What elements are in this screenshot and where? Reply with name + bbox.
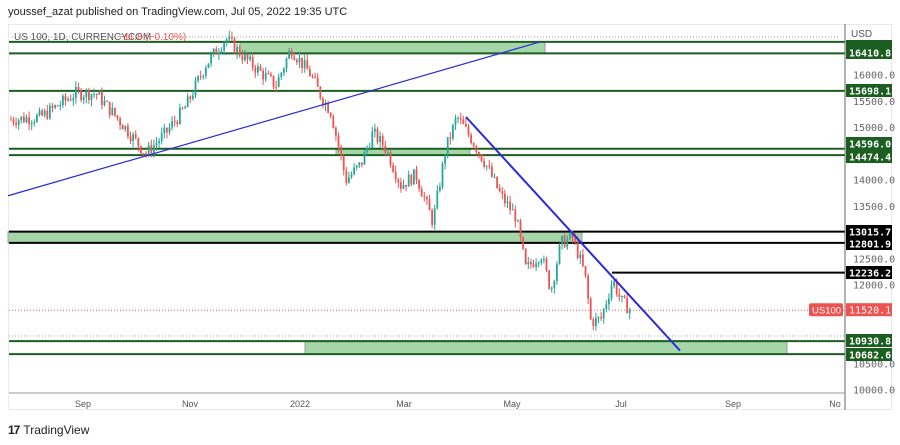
level-price-tag bbox=[846, 84, 892, 97]
svg-text:10930.8: 10930.8 bbox=[849, 337, 891, 348]
zone-rect[interactable] bbox=[7, 231, 583, 244]
x-tick: May bbox=[503, 399, 521, 409]
y-tick: 12000.0 bbox=[853, 281, 895, 292]
level-price-tag bbox=[846, 137, 892, 150]
svg-text:US100: US100 bbox=[812, 306, 841, 317]
symbol-tag bbox=[809, 303, 843, 317]
level-price-tag bbox=[846, 237, 892, 250]
time-axis: Sep Nov 2022 Mar May Jul Sep No bbox=[9, 392, 845, 409]
y-tick: 10000.0 bbox=[853, 386, 895, 397]
y-tick: 16000.0 bbox=[853, 71, 895, 82]
price-labels: 16410.8 15698.1 14596.0 14474.4 13015.712801… bbox=[809, 40, 892, 362]
svg-text:13015.7: 13015.7 bbox=[849, 228, 891, 239]
ascending-support-trendline[interactable] bbox=[7, 41, 541, 197]
x-tick: Nov bbox=[182, 399, 199, 409]
level-price-tag bbox=[846, 150, 892, 163]
level-price-tag bbox=[846, 334, 892, 347]
trendlines bbox=[7, 41, 681, 352]
zone-rect[interactable] bbox=[304, 340, 788, 355]
tradingview-logo-icon: 17 bbox=[8, 423, 20, 437]
svg-text:15698.1: 15698.1 bbox=[849, 87, 891, 98]
horizontal-levels bbox=[9, 40, 845, 356]
svg-text:12801.9: 12801.9 bbox=[849, 240, 891, 251]
x-tick: 2022 bbox=[290, 399, 310, 409]
footer-brand: 17 TradingView bbox=[8, 423, 89, 437]
x-tick: No bbox=[829, 399, 841, 409]
level-price-tag bbox=[846, 266, 892, 279]
y-tick: 15500.0 bbox=[853, 97, 895, 108]
y-tick: 13500.0 bbox=[853, 202, 895, 213]
price-axis: USD 10000.0 10500.0 12000.0 12500.0 13500.0 14… bbox=[844, 24, 895, 410]
svg-text:11520.1: 11520.1 bbox=[849, 306, 891, 317]
svg-text:14474.4: 14474.4 bbox=[849, 153, 891, 164]
descending-resistance-trendline[interactable] bbox=[465, 116, 681, 352]
svg-text:14596.0: 14596.0 bbox=[849, 140, 891, 151]
y-tick: 15000.0 bbox=[853, 123, 895, 134]
candlesticks bbox=[10, 30, 631, 331]
published-by-line: youssef_azat published on TradingView.co… bbox=[8, 6, 348, 18]
y-tick: 10500.0 bbox=[853, 359, 895, 370]
chart-frame bbox=[8, 24, 892, 410]
zone-rect[interactable] bbox=[239, 41, 546, 54]
x-tick: Jul bbox=[615, 399, 627, 409]
svg-text:12236.2: 12236.2 bbox=[849, 269, 891, 280]
level-price-tag bbox=[846, 46, 892, 59]
currency-label: USD bbox=[851, 29, 872, 40]
svg-text:10682.6: 10682.6 bbox=[849, 351, 891, 362]
y-tick: 14000.0 bbox=[853, 176, 895, 187]
level-price-tag bbox=[846, 225, 892, 238]
svg-text:16410.8: 16410.8 bbox=[849, 49, 891, 60]
symbol-title: US 100, 1D, CURRENCYCOM bbox=[14, 32, 151, 43]
x-tick: Mar bbox=[396, 399, 412, 409]
chart-legend: US 100, 1D, CURRENCYCOM −11.8 (−0.10%) bbox=[12, 32, 840, 43]
price-change: −11.8 (−0.10%) bbox=[118, 32, 186, 43]
x-tick: Sep bbox=[725, 399, 741, 409]
level-price-tag bbox=[846, 348, 892, 361]
brand-name: TradingView bbox=[23, 423, 90, 437]
supply-demand-zones bbox=[7, 41, 788, 355]
x-tick: Sep bbox=[75, 399, 91, 409]
y-tick: 12500.0 bbox=[853, 254, 895, 265]
last-price-tag bbox=[846, 303, 892, 317]
